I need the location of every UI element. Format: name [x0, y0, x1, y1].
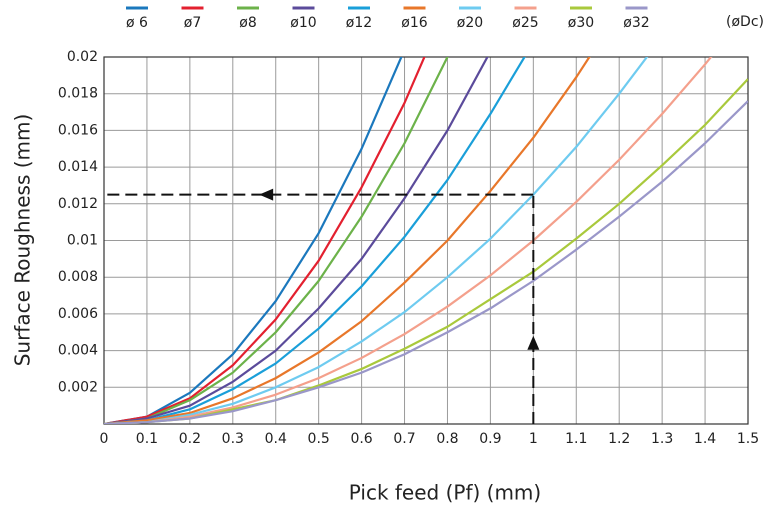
y-axis-title: Surface Roughness (mm) [11, 114, 35, 367]
legend-label: ø10 [290, 15, 316, 31]
x-tick-label: 0.1 [136, 431, 158, 447]
x-tick-label: 1.3 [651, 431, 673, 447]
y-tick-label: 0.02 [67, 49, 98, 65]
y-tick-label: 0.006 [58, 306, 98, 322]
annotation-arrow [259, 188, 274, 201]
y-tick-label: 0.002 [58, 379, 98, 395]
legend-label: ø 6 [126, 15, 148, 31]
legend-label: ø8 [239, 15, 256, 31]
series-line [104, 57, 649, 424]
y-tick-label: 0.008 [58, 269, 98, 285]
legend-label: ø12 [346, 15, 372, 31]
x-tick-label: 0.4 [265, 431, 287, 447]
legend-note: (øDc) [726, 14, 764, 30]
x-tick-label: 0.2 [179, 431, 201, 447]
y-tick-label: 0.004 [58, 343, 98, 359]
y-tick-label: 0.016 [58, 122, 98, 138]
x-tick-label: 1.2 [608, 431, 630, 447]
legend-label: ø7 [184, 15, 201, 31]
annotation-arrow [527, 335, 540, 350]
legend-label: ø30 [568, 15, 594, 31]
x-tick-label: 1.1 [565, 431, 587, 447]
series-line [104, 57, 449, 424]
y-tick-label: 0.018 [58, 86, 98, 102]
x-tick-label: 1.5 [737, 431, 759, 447]
series-line [104, 57, 426, 424]
y-tick-label: 0.014 [58, 159, 98, 175]
x-tick-label: 1.4 [694, 431, 716, 447]
legend-label: ø16 [401, 15, 427, 31]
series-line [104, 57, 526, 424]
x-tick-label: 1 [529, 431, 538, 447]
y-tick-label: 0.012 [58, 196, 98, 212]
series-line [104, 57, 591, 424]
x-tick-label: 0.6 [350, 431, 372, 447]
x-tick-label: 0 [100, 431, 109, 447]
series-line [104, 57, 403, 424]
series-line [104, 57, 489, 424]
x-tick-label: 0.3 [222, 431, 244, 447]
legend-label: ø32 [623, 15, 649, 31]
x-axis-title: Pick feed (Pf) (mm) [349, 481, 541, 505]
x-tick-label: 0.5 [308, 431, 330, 447]
plot-frame [103, 56, 749, 425]
plot-area [104, 57, 748, 424]
x-tick-label: 0.8 [436, 431, 458, 447]
legend-label: ø25 [512, 15, 538, 31]
legend-label: ø20 [457, 15, 483, 31]
x-tick-label: 0.7 [393, 431, 415, 447]
series-line [104, 57, 713, 424]
series-line [104, 100, 748, 424]
x-tick-label: 0.9 [479, 431, 501, 447]
y-tick-label: 0.01 [67, 233, 98, 249]
